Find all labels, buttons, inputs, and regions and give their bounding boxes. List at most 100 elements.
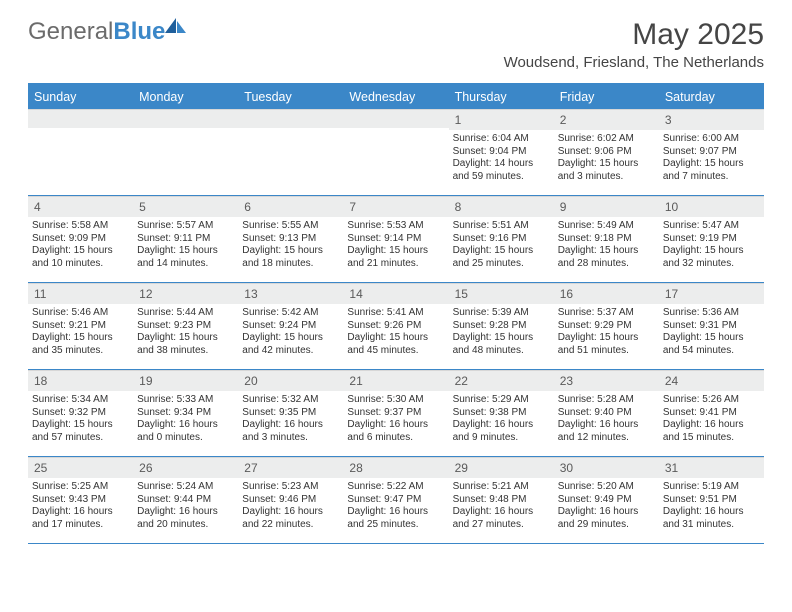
day-cell: 17Sunrise: 5:36 AMSunset: 9:31 PMDayligh… <box>659 283 764 369</box>
day-number: 29 <box>449 457 554 478</box>
week-row: 4Sunrise: 5:58 AMSunset: 9:09 PMDaylight… <box>28 196 764 283</box>
day-cell: 4Sunrise: 5:58 AMSunset: 9:09 PMDaylight… <box>28 196 133 282</box>
daylight-line2: and 42 minutes. <box>242 345 339 358</box>
day-cell: 20Sunrise: 5:32 AMSunset: 9:35 PMDayligh… <box>238 370 343 456</box>
day-number: 1 <box>449 109 554 130</box>
day-number: 6 <box>238 196 343 217</box>
day-number: 15 <box>449 283 554 304</box>
sunset-text: Sunset: 9:16 PM <box>453 233 550 246</box>
sunset-text: Sunset: 9:24 PM <box>242 320 339 333</box>
daylight-line1: Daylight: 15 hours <box>663 332 760 345</box>
sunset-text: Sunset: 9:46 PM <box>242 494 339 507</box>
day-cell <box>238 109 343 195</box>
day-number: 26 <box>133 457 238 478</box>
title-block: May 2025 Woudsend, Friesland, The Nether… <box>504 18 764 71</box>
daylight-line1: Daylight: 15 hours <box>663 158 760 171</box>
day-cell: 27Sunrise: 5:23 AMSunset: 9:46 PMDayligh… <box>238 457 343 543</box>
day-number: 27 <box>238 457 343 478</box>
day-number: 8 <box>449 196 554 217</box>
daylight-line2: and 10 minutes. <box>32 258 129 271</box>
daylight-line1: Daylight: 15 hours <box>558 158 655 171</box>
daylight-line1: Daylight: 14 hours <box>453 158 550 171</box>
day-number: 5 <box>133 196 238 217</box>
daylight-line1: Daylight: 16 hours <box>453 419 550 432</box>
day-cell: 30Sunrise: 5:20 AMSunset: 9:49 PMDayligh… <box>554 457 659 543</box>
sunset-text: Sunset: 9:48 PM <box>453 494 550 507</box>
daylight-line2: and 45 minutes. <box>347 345 444 358</box>
day-cell: 5 Sunrise: 5:57 AMSunset: 9:11 PMDaylight… <box>133 196 238 282</box>
daylight-line1: Daylight: 16 hours <box>663 419 760 432</box>
daylight-line1: Daylight: 16 hours <box>32 506 129 519</box>
day-number: 9 <box>554 196 659 217</box>
daylight-line2: and 48 minutes. <box>453 345 550 358</box>
sunrise-text: Sunrise: 5:25 AM <box>32 481 129 494</box>
sunrise-text: Sunrise: 5:24 AM <box>137 481 234 494</box>
daylight-line2: and 38 minutes. <box>137 345 234 358</box>
sunset-text: Sunset: 9:09 PM <box>32 233 129 246</box>
sunrise-text: Sunrise: 5:33 AM <box>137 394 234 407</box>
day-number: 25 <box>28 457 133 478</box>
day-cell: 1Sunrise: 6:04 AMSunset: 9:04 PMDaylight… <box>449 109 554 195</box>
daylight-line2: and 3 minutes. <box>558 171 655 184</box>
sunrise-text: Sunrise: 5:57 AM <box>137 220 234 233</box>
day-number: 28 <box>343 457 448 478</box>
day-number: 19 <box>133 370 238 391</box>
sunrise-text: Sunrise: 5:32 AM <box>242 394 339 407</box>
daylight-line1: Daylight: 16 hours <box>453 506 550 519</box>
day-cell: 14Sunrise: 5:41 AMSunset: 9:26 PMDayligh… <box>343 283 448 369</box>
daylight-line1: Daylight: 16 hours <box>347 419 444 432</box>
sunrise-text: Sunrise: 5:28 AM <box>558 394 655 407</box>
sunset-text: Sunset: 9:21 PM <box>32 320 129 333</box>
logo-text: GeneralBlue <box>28 18 165 46</box>
day-number: 31 <box>659 457 764 478</box>
sunrise-text: Sunrise: 5:36 AM <box>663 307 760 320</box>
sunrise-text: Sunrise: 5:49 AM <box>558 220 655 233</box>
daylight-line1: Daylight: 15 hours <box>347 332 444 345</box>
daylight-line1: Daylight: 15 hours <box>558 245 655 258</box>
daylight-line1: Daylight: 15 hours <box>242 245 339 258</box>
sunset-text: Sunset: 9:40 PM <box>558 407 655 420</box>
day-cell: 29Sunrise: 5:21 AMSunset: 9:48 PMDayligh… <box>449 457 554 543</box>
daylight-line1: Daylight: 15 hours <box>137 245 234 258</box>
daylight-line1: Daylight: 15 hours <box>453 245 550 258</box>
day-cell: 6Sunrise: 5:55 AMSunset: 9:13 PMDaylight… <box>238 196 343 282</box>
daylight-line2: and 25 minutes. <box>347 519 444 532</box>
sunset-text: Sunset: 9:28 PM <box>453 320 550 333</box>
daylight-line2: and 32 minutes. <box>663 258 760 271</box>
daylight-line2: and 15 minutes. <box>663 432 760 445</box>
day-number: 11 <box>28 283 133 304</box>
daylight-line2: and 27 minutes. <box>453 519 550 532</box>
sunset-text: Sunset: 9:07 PM <box>663 146 760 159</box>
daylight-line2: and 9 minutes. <box>453 432 550 445</box>
day-header: Monday <box>133 85 238 109</box>
day-number: 2 <box>554 109 659 130</box>
logo-sail-icon <box>165 18 187 36</box>
sunset-text: Sunset: 9:32 PM <box>32 407 129 420</box>
sunset-text: Sunset: 9:43 PM <box>32 494 129 507</box>
sunrise-text: Sunrise: 5:23 AM <box>242 481 339 494</box>
week-row: 25Sunrise: 5:25 AMSunset: 9:43 PMDayligh… <box>28 457 764 544</box>
sunset-text: Sunset: 9:35 PM <box>242 407 339 420</box>
day-number: 22 <box>449 370 554 391</box>
sunset-text: Sunset: 9:11 PM <box>137 233 234 246</box>
day-cell <box>28 109 133 195</box>
day-number: 23 <box>554 370 659 391</box>
sunrise-text: Sunrise: 5:53 AM <box>347 220 444 233</box>
sunrise-text: Sunrise: 6:04 AM <box>453 133 550 146</box>
daylight-line1: Daylight: 16 hours <box>558 419 655 432</box>
day-cell: 15Sunrise: 5:39 AMSunset: 9:28 PMDayligh… <box>449 283 554 369</box>
daylight-line2: and 18 minutes. <box>242 258 339 271</box>
day-cell: 16Sunrise: 5:37 AMSunset: 9:29 PMDayligh… <box>554 283 659 369</box>
day-header-row: Sunday Monday Tuesday Wednesday Thursday… <box>28 85 764 109</box>
daylight-line2: and 22 minutes. <box>242 519 339 532</box>
daylight-line1: Daylight: 16 hours <box>347 506 444 519</box>
sunrise-text: Sunrise: 5:30 AM <box>347 394 444 407</box>
daylight-line2: and 29 minutes. <box>558 519 655 532</box>
day-number: 24 <box>659 370 764 391</box>
day-cell: 31Sunrise: 5:19 AMSunset: 9:51 PMDayligh… <box>659 457 764 543</box>
daylight-line1: Daylight: 15 hours <box>137 332 234 345</box>
day-header: Friday <box>554 85 659 109</box>
logo: GeneralBlue <box>28 18 187 46</box>
day-header: Tuesday <box>238 85 343 109</box>
day-header: Saturday <box>659 85 764 109</box>
